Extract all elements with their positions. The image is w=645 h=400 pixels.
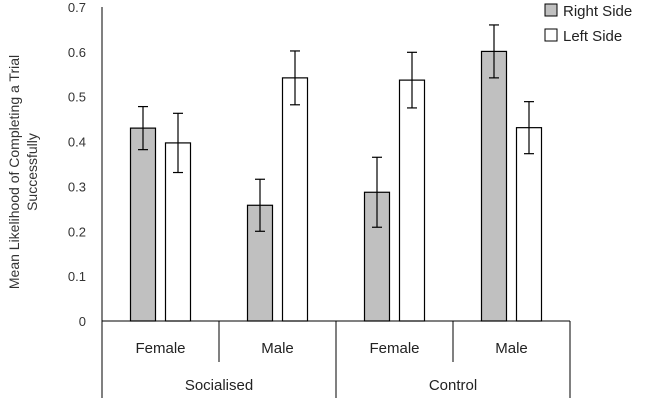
error-bar xyxy=(173,112,183,174)
bar-right-side xyxy=(129,127,157,322)
y-tick-label: 0 xyxy=(79,314,86,329)
error-bar xyxy=(524,101,534,155)
x-axis: Female Male Female Male Socialised Control xyxy=(101,7,571,398)
bar-left-side xyxy=(281,77,309,322)
y-tick-label: 0.2 xyxy=(68,224,86,239)
x-tick-label: Female xyxy=(135,340,185,357)
x-group-label: Control xyxy=(429,377,477,394)
x-tick-label: Male xyxy=(261,340,294,357)
bar-left-side xyxy=(515,127,543,322)
x-tick-label: Male xyxy=(495,340,528,357)
bar-right-side xyxy=(480,50,508,322)
legend-swatch xyxy=(544,3,558,17)
y-axis-label-line: Mean Likelihood of Completing a Trial xyxy=(6,55,22,289)
y-tick-label: 0.6 xyxy=(68,45,86,60)
error-bar xyxy=(290,50,300,106)
legend-label: Right Side xyxy=(563,3,632,20)
error-bar xyxy=(138,105,148,151)
y-tick-label: 0.5 xyxy=(68,90,86,105)
legend-item: Left Side xyxy=(544,28,622,45)
y-tick-label: 0.7 xyxy=(68,0,86,15)
y-tick-label: 0.3 xyxy=(68,179,86,194)
x-tick-label: Female xyxy=(369,340,419,357)
legend-item: Right Side xyxy=(544,3,632,20)
error-bar xyxy=(255,178,265,232)
legend-swatch xyxy=(544,28,558,42)
legend-label: Left Side xyxy=(563,28,622,45)
y-axis: 0 0.1 0.2 0.3 0.4 0.5 0.6 0.7 xyxy=(68,0,86,329)
error-bars xyxy=(138,24,534,232)
x-group-label: Socialised xyxy=(185,377,253,394)
error-bar xyxy=(372,156,382,228)
y-tick-label: 0.4 xyxy=(68,135,86,150)
y-tick-label: 0.1 xyxy=(68,269,86,284)
error-bar xyxy=(407,51,417,109)
bar-left-side xyxy=(398,79,426,322)
y-axis-label-line: Successfully xyxy=(24,133,40,211)
y-axis-label: Mean Likelihood of Completing a Trial Suc… xyxy=(6,55,40,289)
error-bar xyxy=(489,24,499,79)
legend: Right Side Left Side xyxy=(544,3,632,45)
bars xyxy=(129,50,543,322)
